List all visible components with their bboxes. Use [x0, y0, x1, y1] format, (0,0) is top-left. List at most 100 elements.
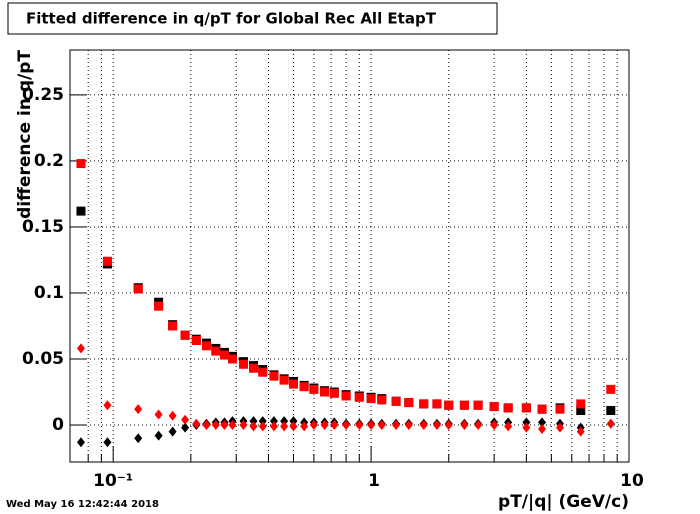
data-point: [320, 387, 330, 397]
data-point: [489, 402, 499, 412]
data-point: [444, 420, 453, 431]
y-axis-label: difference in q/pT: [15, 50, 35, 219]
data-point: [460, 420, 469, 431]
data-point: [377, 420, 386, 431]
data-point: [320, 420, 329, 431]
data-point: [191, 336, 201, 346]
data-point: [181, 422, 190, 433]
y-tick-label: 0.1: [34, 283, 64, 303]
y-tick-label: 0.15: [22, 217, 64, 237]
title-box: [7, 2, 498, 35]
data-point: [168, 426, 177, 437]
y-tick-label: 0.2: [34, 151, 64, 171]
x-axis-label: pT/|q| (GeV/c): [498, 492, 629, 512]
data-point: [474, 420, 483, 431]
data-point: [490, 420, 499, 431]
data-point: [239, 420, 248, 431]
data-point: [309, 384, 319, 394]
data-point: [329, 388, 339, 398]
y-tick-label: 0.05: [22, 349, 64, 369]
data-point: [392, 420, 401, 431]
data-point: [258, 367, 268, 377]
data-point: [521, 403, 531, 413]
data-point: [391, 396, 401, 406]
data-point: [504, 421, 513, 432]
y-tick-label: 0: [52, 415, 64, 435]
data-point: [606, 406, 616, 415]
data-point: [180, 330, 190, 340]
data-point: [201, 341, 211, 351]
data-point: [103, 437, 112, 448]
data-point: [309, 420, 318, 431]
data-point: [355, 420, 364, 431]
data-point: [76, 206, 86, 216]
data-point: [538, 423, 547, 434]
data-point: [288, 379, 298, 389]
x-tick-label: 10⁻¹: [93, 471, 133, 491]
data-point: [503, 403, 513, 413]
data-point: [228, 420, 237, 431]
data-point: [537, 404, 547, 414]
data-point: [299, 382, 309, 392]
data-point: [432, 420, 441, 431]
data-point: [330, 420, 339, 431]
data-point: [134, 404, 143, 415]
data-point: [258, 421, 267, 432]
data-point: [606, 418, 615, 429]
data-point: [280, 416, 289, 427]
x-tick-label: 10: [620, 471, 644, 491]
data-point: [367, 420, 376, 431]
data-point: [202, 420, 211, 431]
x-tick-label: 1: [368, 471, 380, 491]
data-point: [555, 404, 565, 414]
data-point: [192, 418, 201, 429]
data-point: [289, 416, 298, 427]
data-point: [154, 301, 164, 311]
data-point: [76, 343, 85, 354]
data-point: [538, 417, 547, 428]
data-point: [473, 400, 483, 410]
data-point: [522, 422, 531, 433]
chart-title: Fitted difference in q/pT for Global Rec…: [26, 10, 437, 28]
data-point: [103, 400, 112, 411]
data-point: [249, 421, 258, 432]
data-point: [269, 416, 278, 427]
data-point: [606, 384, 616, 394]
data-point: [366, 394, 376, 404]
data-point: [432, 399, 442, 409]
data-point: [576, 399, 586, 409]
data-point: [249, 363, 259, 373]
data-point: [522, 417, 531, 428]
data-point: [377, 395, 387, 405]
data-point: [258, 416, 267, 427]
footer-date: Wed May 16 12:42:44 2018: [6, 499, 159, 510]
data-point: [220, 420, 229, 431]
data-point: [227, 354, 237, 364]
data-point: [354, 392, 364, 402]
data-point: [444, 400, 454, 410]
data-point: [280, 421, 289, 432]
data-point: [289, 421, 298, 432]
data-point: [459, 400, 469, 410]
data-point: [168, 410, 177, 421]
data-point: [102, 256, 112, 266]
data-point: [76, 437, 85, 448]
data-point: [133, 284, 143, 294]
data-point: [76, 159, 86, 169]
data-point: [419, 420, 428, 431]
y-tick-label: 0.25: [22, 85, 64, 105]
data-point: [576, 426, 585, 437]
data-point: [134, 433, 143, 444]
data-point: [300, 421, 309, 432]
data-point: [419, 399, 429, 409]
data-point: [154, 430, 163, 441]
data-point: [181, 414, 190, 425]
data-point: [211, 420, 220, 431]
data-point: [342, 420, 351, 431]
data-point: [279, 375, 289, 385]
data-point: [238, 359, 248, 369]
data-point: [154, 409, 163, 420]
data-point: [555, 422, 564, 433]
data-point: [269, 371, 279, 381]
